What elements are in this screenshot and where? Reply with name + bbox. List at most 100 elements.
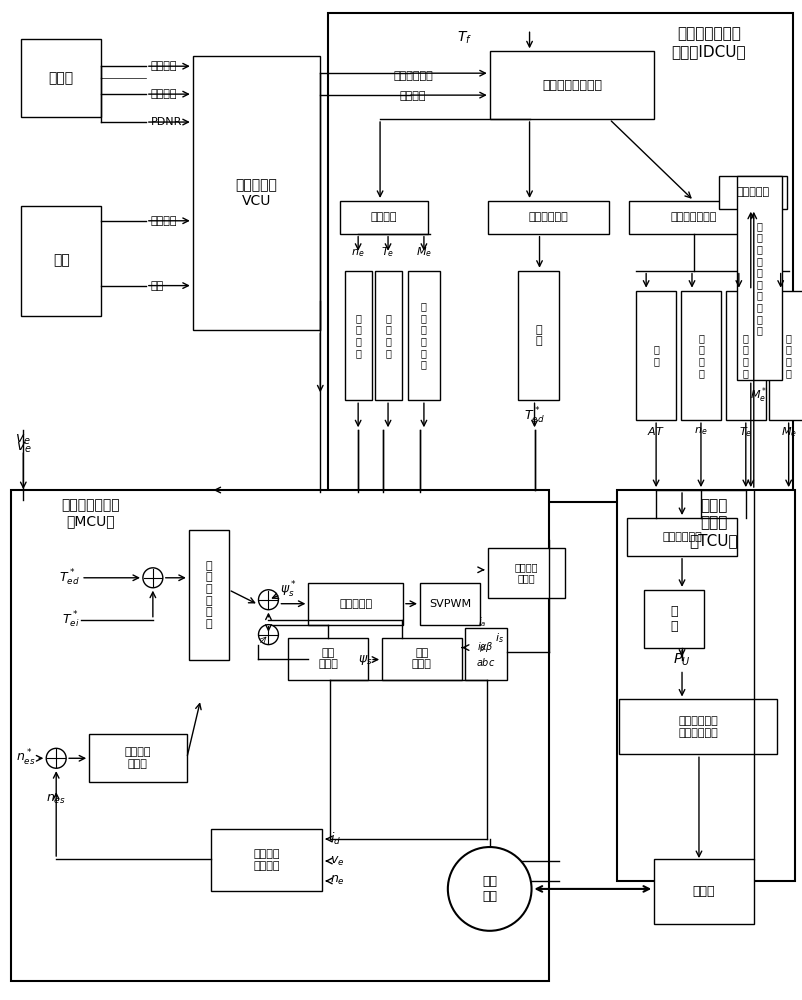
Text: 变速器工作模式: 变速器工作模式 [670, 212, 716, 222]
Circle shape [448, 847, 531, 931]
Bar [89, 734, 187, 782]
Bar [288, 638, 367, 680]
Bar [328, 13, 792, 502]
Text: 电
机
工
作
信
息: 电 机 工 作 信 息 [420, 301, 427, 369]
Circle shape [258, 590, 278, 610]
Bar [308, 583, 403, 625]
Text: 转矩
观测器: 转矩 观测器 [318, 648, 338, 669]
Bar [345, 271, 371, 400]
Text: 主动同步
速度估计: 主动同步 速度估计 [253, 849, 279, 871]
Text: $i_a$: $i_a$ [477, 615, 485, 629]
Text: $T_e$: $T_e$ [739, 425, 751, 439]
Bar [635, 291, 675, 420]
Text: 自
动: 自 动 [652, 345, 658, 366]
Bar [375, 271, 402, 400]
Bar [407, 271, 439, 400]
Text: $n^*_{es}$: $n^*_{es}$ [17, 748, 36, 768]
Text: 驱动电机
控制器: 驱动电机 控制器 [514, 562, 537, 584]
Text: $v_e$: $v_e$ [16, 441, 32, 455]
Text: 保护状态: 保护状态 [399, 91, 426, 101]
Text: 工况: 工况 [151, 281, 164, 291]
Bar [192, 56, 320, 330]
Text: 电机工作模式: 电机工作模式 [528, 212, 568, 222]
Text: $v_e$: $v_e$ [330, 854, 344, 868]
Text: $i_d$: $i_d$ [330, 831, 341, 847]
Text: $v_e$: $v_e$ [15, 433, 31, 447]
Text: $T_f$: $T_f$ [456, 29, 472, 46]
Text: $T^*_{ei}$: $T^*_{ei}$ [62, 610, 79, 630]
Bar [643, 590, 703, 648]
Text: $M^*_e$: $M^*_e$ [749, 385, 767, 405]
Text: 车辆行驶状态: 车辆行驶状态 [393, 71, 432, 81]
Bar [487, 201, 609, 234]
Text: PDNR: PDNR [151, 117, 182, 127]
Bar [487, 548, 565, 598]
Text: 变速工作状态: 变速工作状态 [662, 532, 701, 542]
Text: 整车控制器
VCU: 整车控制器 VCU [235, 178, 277, 208]
Text: $\psi_s$: $\psi_s$ [358, 653, 373, 667]
Bar [489, 51, 654, 119]
Text: 变速器
控制器
（TCU）: 变速器 控制器 （TCU） [689, 498, 737, 548]
Bar [517, 271, 559, 400]
Text: 磁链
观测器: 磁链 观测器 [411, 648, 431, 669]
Circle shape [258, 625, 278, 645]
Bar [22, 39, 101, 117]
Text: 电
机
状
态: 电 机 状 态 [784, 333, 791, 378]
Text: 整车: 整车 [53, 254, 70, 268]
Bar [340, 201, 427, 234]
Text: 驱动电机控制器
（MCU）: 驱动电机控制器 （MCU） [61, 498, 119, 528]
Text: 变速器: 变速器 [692, 885, 715, 898]
Text: $T^*_{ed}$: $T^*_{ed}$ [524, 405, 545, 426]
Bar [11, 490, 549, 981]
Bar [654, 859, 753, 924]
Text: $n_{es}$: $n_{es}$ [47, 793, 66, 806]
Text: $T_e$: $T_e$ [381, 245, 394, 259]
Text: $P_U$: $P_U$ [673, 651, 690, 668]
Text: 驱动
电机: 驱动 电机 [481, 875, 496, 903]
Bar [188, 530, 229, 660]
Text: 电机信息: 电机信息 [371, 212, 397, 222]
Text: 卸
载: 卸 载 [535, 325, 541, 346]
Text: 同步转速
调节器: 同步转速 调节器 [124, 747, 151, 769]
Bar [22, 206, 101, 316]
Text: $n_e$: $n_e$ [330, 874, 345, 887]
Bar [618, 699, 776, 754]
Text: 换挡伺服电机
换挡操纵机构: 换挡伺服电机 换挡操纵机构 [677, 716, 717, 738]
Text: $\psi^*_s$: $\psi^*_s$ [280, 580, 297, 600]
Text: 电
机
转
速: 电 机 转 速 [355, 313, 361, 358]
Bar [680, 291, 720, 420]
Bar [464, 628, 506, 680]
Text: 制动踏板: 制动踏板 [151, 89, 177, 99]
Bar [725, 291, 765, 420]
Text: $T^*_{ed}$: $T^*_{ed}$ [59, 568, 79, 588]
Text: $n_e$: $n_e$ [351, 247, 364, 259]
Text: 车辆状态: 车辆状态 [151, 216, 177, 226]
Bar [210, 829, 322, 891]
Text: SVPWM: SVPWM [428, 599, 470, 609]
Text: 电
机
工
作
模
式: 电 机 工 作 模 式 [205, 561, 212, 629]
Text: 一体化动力控制
系统（IDCU）: 一体化动力控制 系统（IDCU） [670, 26, 745, 59]
Text: 驾驶员: 驾驶员 [49, 71, 74, 85]
Text: $AT$: $AT$ [646, 425, 664, 437]
Bar [629, 201, 758, 234]
Text: 作
驱
状
动
态
电
命
机
令
工: 作 驱 状 动 态 电 命 机 令 工 [755, 221, 761, 335]
Text: $M_e$: $M_e$ [415, 245, 431, 259]
Text: 转矩调节器: 转矩调节器 [338, 599, 372, 609]
Text: 电
机
转
矩: 电 机 转 矩 [742, 333, 747, 378]
Text: $\alpha\beta$
$abc$: $\alpha\beta$ $abc$ [476, 640, 495, 668]
Bar [736, 176, 780, 380]
Text: $i_s$: $i_s$ [495, 631, 504, 645]
Text: 电
机
转
矩: 电 机 转 矩 [385, 313, 391, 358]
Bar [626, 518, 736, 556]
Bar [768, 291, 802, 420]
Circle shape [47, 748, 66, 768]
Text: $i_\beta$: $i_\beta$ [476, 640, 485, 655]
Bar [419, 583, 479, 625]
Text: $n_e$: $n_e$ [694, 425, 707, 437]
Text: 电
机
转
速: 电 机 转 速 [697, 333, 703, 378]
Text: 变速器信息: 变速器信息 [735, 187, 768, 197]
Bar [718, 176, 786, 209]
Text: 搁
挡: 搁 挡 [670, 605, 677, 633]
Circle shape [143, 568, 163, 588]
Text: 动力系统指令协调: 动力系统指令协调 [541, 79, 602, 92]
